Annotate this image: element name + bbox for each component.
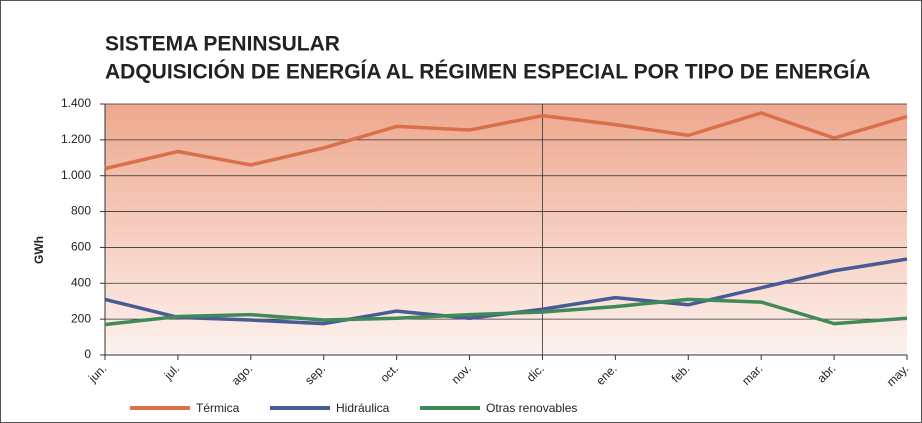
y-tick-label: 1.400: [61, 96, 91, 110]
x-tick-label: jul.: [161, 361, 182, 382]
legend-label: Hidráulica: [336, 401, 390, 415]
y-axis-label: GWh: [32, 236, 46, 264]
x-tick-label: oct.: [377, 361, 401, 385]
y-tick-label: 800: [71, 204, 91, 218]
y-tick-label: 0: [84, 347, 91, 361]
x-tick-label: abr.: [814, 361, 838, 385]
x-tick-label: jun.: [85, 361, 109, 385]
y-tick-label: 600: [71, 240, 91, 254]
x-tick-label: mar.: [739, 361, 765, 387]
y-tick-label: 400: [71, 275, 91, 289]
x-tick-label: ago.: [229, 361, 255, 387]
x-tick-label: feb.: [669, 361, 693, 385]
chart-subtitle: ADQUISICIÓN DE ENERGÍA AL RÉGIMEN ESPECI…: [105, 60, 870, 84]
y-tick-label: 200: [71, 311, 91, 325]
series-line: [104, 297, 908, 327]
x-tick-label: may.: [884, 361, 912, 389]
chart-title: SISTEMA PENINSULAR: [105, 33, 340, 56]
x-tick-label: sep.: [302, 361, 328, 387]
y-tick-label: 1.000: [61, 168, 91, 182]
x-tick-label: nov.: [449, 361, 474, 386]
legend-label: Otras renovables: [486, 401, 577, 415]
y-tick-label: 1.200: [61, 132, 91, 146]
series-line: [104, 111, 908, 171]
x-tick-label: ene.: [593, 361, 619, 387]
x-tick-label: dic.: [524, 361, 547, 384]
legend-label: Térmica: [196, 401, 240, 415]
